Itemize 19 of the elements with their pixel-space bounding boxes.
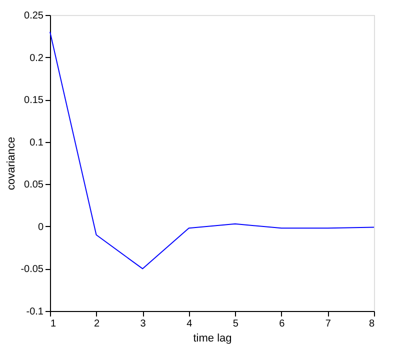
y-tick-label: 0.25 bbox=[24, 10, 44, 22]
y-tick-label: -0.1 bbox=[26, 306, 44, 318]
y-tick-label: 0.15 bbox=[24, 95, 44, 106]
x-tick-label: 1 bbox=[50, 318, 56, 330]
x-tick-label: 3 bbox=[140, 318, 146, 330]
x-tick-label: 5 bbox=[232, 318, 239, 330]
y-tick-label: 0.05 bbox=[24, 180, 44, 191]
y-axis-title: covariance bbox=[6, 136, 18, 190]
x-tick-label: 6 bbox=[279, 318, 286, 330]
y-tick-label: -0.05 bbox=[20, 264, 44, 276]
line-series bbox=[50, 31, 374, 270]
y-tick-label: 0 bbox=[38, 222, 44, 233]
x-tick-label: 7 bbox=[325, 318, 332, 330]
x-axis-title: time lag bbox=[193, 332, 232, 344]
x-tick-label: 8 bbox=[368, 318, 375, 330]
y-tick-label: 0.1 bbox=[30, 137, 44, 148]
y-tick-label: 0.2 bbox=[30, 52, 44, 64]
x-tick-label: 2 bbox=[94, 318, 100, 330]
x-tick-label: 4 bbox=[186, 318, 193, 330]
